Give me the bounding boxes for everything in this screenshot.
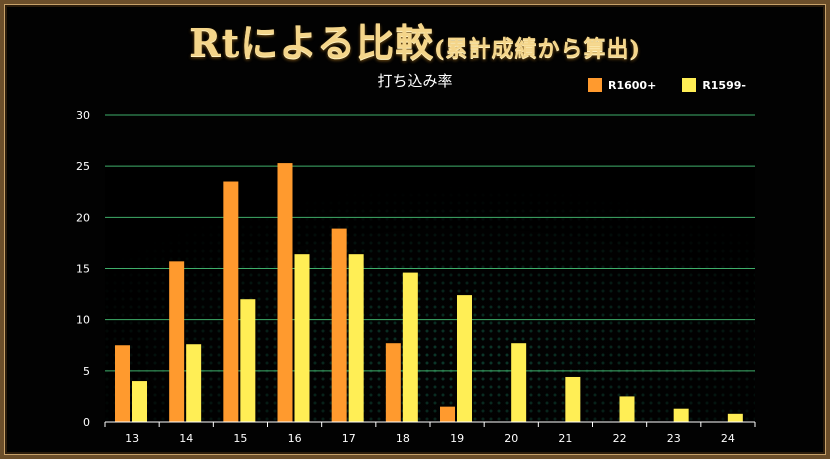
x-tick-label: 13: [125, 432, 139, 445]
y-tick-label: 25: [76, 160, 90, 173]
chart-subtitle: 打ち込み率: [377, 72, 453, 90]
bar-series-2: [402, 272, 418, 422]
x-tick-label: 16: [288, 432, 302, 445]
y-tick-label: 10: [76, 314, 90, 327]
bar-series-2: [457, 295, 472, 422]
x-tick-label: 17: [342, 432, 356, 445]
y-tick-label: 0: [83, 416, 90, 429]
bar-series-1: [223, 181, 239, 422]
legend-item-series-1: R1600+: [588, 78, 656, 92]
legend: R1600+ R1599-: [588, 78, 746, 92]
y-tick-label: 30: [76, 109, 90, 122]
bar-series-1: [169, 261, 185, 422]
bar-series-2: [240, 299, 256, 422]
legend-swatch-series-2: [682, 78, 697, 92]
bar-series-2: [727, 413, 743, 422]
bar-series-2: [619, 396, 635, 422]
x-tick-label: 20: [504, 432, 518, 445]
chart-title-main: Rtによる比較: [189, 20, 435, 65]
x-tick-label: 24: [721, 432, 735, 445]
legend-label-series-2: R1599-: [702, 78, 746, 92]
bar-series-2: [673, 408, 689, 422]
bar-series-2: [565, 376, 581, 422]
y-tick-label: 20: [76, 211, 90, 224]
x-tick-label: 22: [613, 432, 627, 445]
bar-series-2: [348, 254, 364, 422]
y-tick-label: 15: [76, 263, 90, 276]
bar-series-2: [511, 343, 527, 422]
bar-series-2: [132, 381, 147, 422]
bar-series-1: [385, 343, 401, 422]
plot-vignette: [105, 160, 755, 422]
x-tick-label: 21: [558, 432, 572, 445]
x-tick-label: 14: [179, 432, 193, 445]
legend-item-series-2: R1599-: [682, 78, 746, 92]
bar-series-2: [294, 254, 310, 422]
x-tick-label: 15: [233, 432, 247, 445]
bar-series-1: [115, 345, 130, 422]
legend-label-series-1: R1600+: [608, 78, 657, 92]
legend-swatch-series-1: [588, 78, 602, 92]
bar-series-1: [331, 228, 347, 422]
chart-title: Rtによる比較(累計成績から算出): [0, 12, 830, 67]
x-tick-label: 23: [667, 432, 681, 445]
bar-series-1: [440, 406, 455, 422]
bar-series-2: [186, 344, 202, 422]
x-tick-label: 19: [450, 432, 464, 445]
bar-series-1: [277, 163, 293, 422]
x-tick-label: 18: [396, 432, 410, 445]
y-tick-label: 5: [83, 365, 90, 378]
chart-title-paren: (累計成績から算出): [434, 36, 641, 62]
